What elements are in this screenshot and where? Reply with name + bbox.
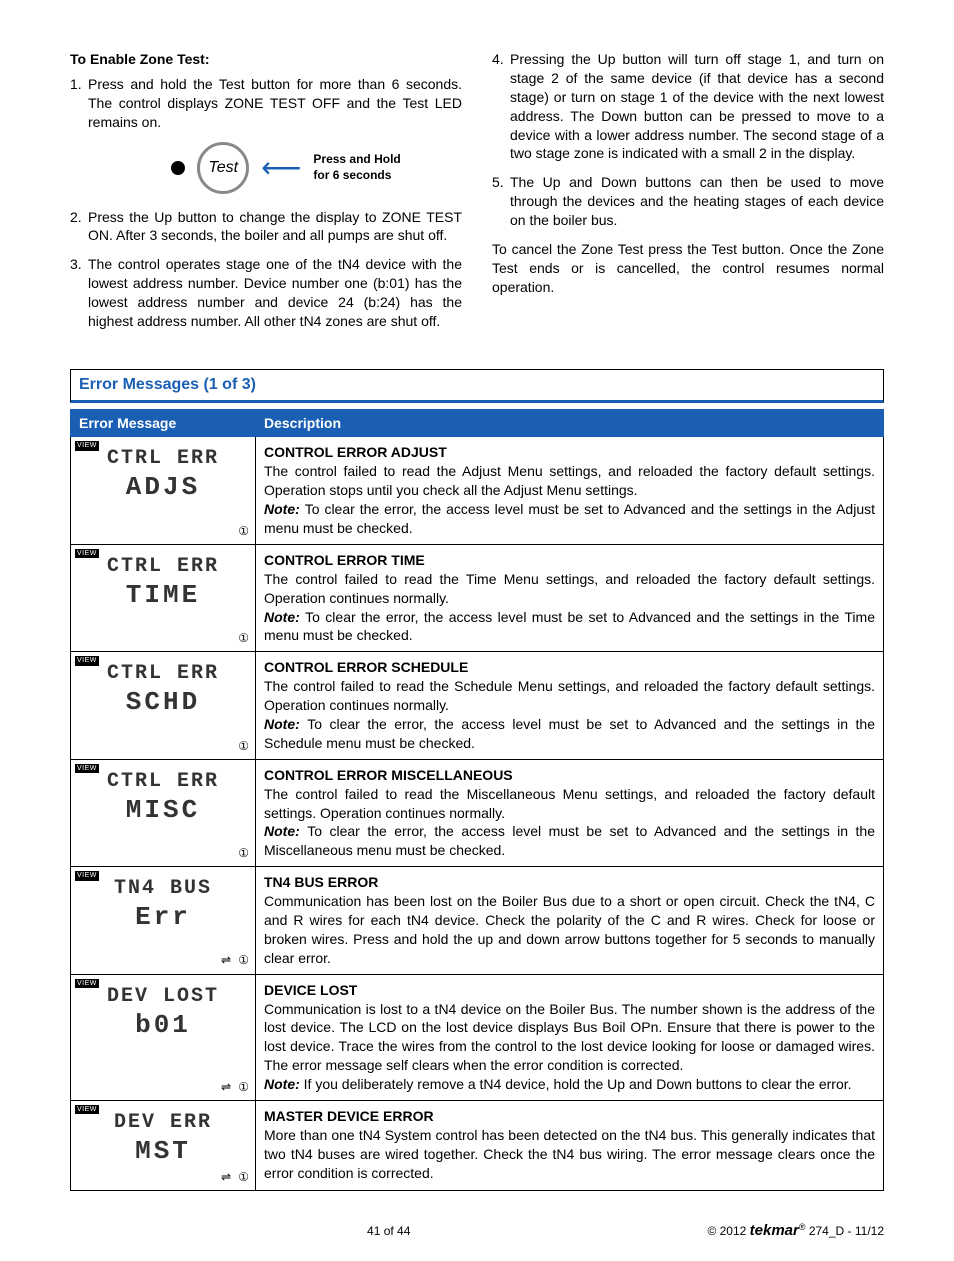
lcd-corner-icon: ① [238, 846, 249, 862]
error-section-bar: Error Messages (1 of 3) [70, 369, 884, 403]
table-row: VIEWDEV ERRMST⇌ ①MASTER DEVICE ERRORMore… [71, 1101, 884, 1191]
lcd-line1: DEV ERR [79, 1109, 247, 1136]
right-steps: 4. Pressing the Up button will turn off … [492, 50, 884, 230]
lcd-line2: SCHD [79, 685, 247, 720]
cancel-para: To cancel the Zone Test press the Test b… [492, 240, 884, 297]
arrow-left-icon: ⟵ [261, 154, 301, 182]
table-row: VIEWCTRL ERRMISC ① CONTROL ERROR MISCELLAN… [71, 759, 884, 866]
brand-logo: tekmar [750, 1222, 799, 1239]
error-title: MASTER DEVICE ERROR [264, 1107, 875, 1126]
registered-icon: ® [799, 1222, 806, 1232]
view-tag: VIEW [75, 764, 99, 773]
intro-columns: To Enable Zone Test: 1. Press and hold t… [70, 50, 884, 341]
error-title: DEVICE LOST [264, 981, 875, 1000]
desc-cell: MASTER DEVICE ERRORMore than one tN4 Sys… [256, 1101, 884, 1191]
lcd-line2: MISC [79, 793, 247, 828]
lcd-line1: CTRL ERR [79, 660, 247, 687]
right-column: 4. Pressing the Up button will turn off … [492, 50, 884, 341]
error-note: Note: To clear the error, the access lev… [264, 500, 875, 538]
lcd-cell: VIEWCTRL ERRMISC ① [71, 759, 256, 866]
lcd-corner-icon: ① [238, 524, 249, 540]
lcd-corner-icon: ① [238, 631, 249, 647]
lcd-line1: DEV LOST [79, 983, 247, 1010]
figure-label: Press and Hold for 6 seconds [313, 152, 400, 183]
table-row: VIEWCTRL ERRTIME ① CONTROL ERROR TIMEThe c… [71, 544, 884, 651]
lcd-cell: VIEWTN4 BUSErr ⇌ ① [71, 867, 256, 974]
lcd-cell: VIEWCTRL ERRTIME ① [71, 544, 256, 651]
step-1: 1. Press and hold the Test button for mo… [70, 75, 462, 132]
error-title: TN4 BUS ERROR [264, 873, 875, 892]
enable-zone-heading: To Enable Zone Test: [70, 50, 462, 69]
lcd-cell: VIEWDEV LOSTb01 ⇌ ① [71, 974, 256, 1100]
desc-cell: CONTROL ERROR TIMEThe control failed to … [256, 544, 884, 651]
lcd-line2: b01 [79, 1008, 247, 1043]
table-row: VIEWCTRL ERRADJS ① CONTROL ERROR ADJUSTThe… [71, 437, 884, 544]
test-button-figure: Test ⟵ Press and Hold for 6 seconds [110, 142, 462, 194]
table-row: VIEWDEV LOSTb01 ⇌ ① DEVICE LOSTCommunicati… [71, 974, 884, 1100]
led-dot-icon [171, 161, 185, 175]
lcd-cell: VIEWCTRL ERRSCHD ① [71, 652, 256, 759]
error-title: CONTROL ERROR ADJUST [264, 443, 875, 462]
lcd-line1: CTRL ERR [79, 445, 247, 472]
table-row: VIEWCTRL ERRSCHD ① CONTROL ERROR SCHEDULET… [71, 652, 884, 759]
lcd-line2: MST [79, 1134, 247, 1169]
error-table: Error Message Description VIEWCTRL ERRAD… [70, 409, 884, 1192]
desc-cell: CONTROL ERROR SCHEDULEThe control failed… [256, 652, 884, 759]
step-2: 2. Press the Up button to change the dis… [70, 208, 462, 246]
test-button-graphic: Test [197, 142, 249, 194]
lcd-corner-icon: ① [238, 739, 249, 755]
error-body: The control failed to read the Time Menu… [264, 570, 875, 608]
step-4: 4. Pressing the Up button will turn off … [492, 50, 884, 163]
error-body: The control failed to read the Adjust Me… [264, 462, 875, 500]
view-tag: VIEW [75, 441, 99, 450]
left-column: To Enable Zone Test: 1. Press and hold t… [70, 50, 462, 341]
lcd-corner-icon: ⇌ ① [221, 953, 249, 969]
error-body: Communication is lost to a tN4 device on… [264, 1000, 875, 1076]
lcd-line1: CTRL ERR [79, 553, 247, 580]
lcd-corner-icon: ⇌ ① [221, 1170, 249, 1186]
view-tag: VIEW [75, 1105, 99, 1114]
lcd-cell: VIEWDEV ERRMST⇌ ① [71, 1101, 256, 1191]
desc-cell: TN4 BUS ERRORCommunication has been lost… [256, 867, 884, 974]
view-tag: VIEW [75, 656, 99, 665]
error-note: Note: To clear the error, the access lev… [264, 715, 875, 753]
error-body: More than one tN4 System control has bee… [264, 1126, 875, 1183]
lcd-corner-icon: ⇌ ① [221, 1080, 249, 1096]
view-tag: VIEW [75, 979, 99, 988]
lcd-line1: TN4 BUS [79, 875, 247, 902]
desc-cell: DEVICE LOSTCommunication is lost to a tN… [256, 974, 884, 1100]
footer-right: © 2012 tekmar® 274_D - 11/12 [707, 1221, 884, 1241]
lcd-cell: VIEWCTRL ERRADJS ① [71, 437, 256, 544]
error-body: Communication has been lost on the Boile… [264, 892, 875, 968]
error-body: The control failed to read the Miscellan… [264, 785, 875, 823]
error-body: The control failed to read the Schedule … [264, 677, 875, 715]
lcd-line2: TIME [79, 578, 247, 613]
lcd-line2: Err [79, 900, 247, 935]
error-title: CONTROL ERROR TIME [264, 551, 875, 570]
desc-cell: CONTROL ERROR MISCELLANEOUSThe control f… [256, 759, 884, 866]
left-steps: 1. Press and hold the Test button for mo… [70, 75, 462, 132]
lcd-line1: CTRL ERR [79, 768, 247, 795]
page-number: 41 of 44 [367, 1223, 410, 1239]
step-5: 5. The Up and Down buttons can then be u… [492, 173, 884, 230]
col-header-error: Error Message [71, 409, 256, 437]
left-steps-cont: 2. Press the Up button to change the dis… [70, 208, 462, 331]
table-row: VIEWTN4 BUSErr ⇌ ① TN4 BUS ERRORCommunicat… [71, 867, 884, 974]
view-tag: VIEW [75, 549, 99, 558]
desc-cell: CONTROL ERROR ADJUSTThe control failed t… [256, 437, 884, 544]
error-title: CONTROL ERROR SCHEDULE [264, 658, 875, 677]
view-tag: VIEW [75, 871, 99, 880]
error-note: Note: To clear the error, the access lev… [264, 822, 875, 860]
error-note: Note: To clear the error, the access lev… [264, 608, 875, 646]
lcd-line2: ADJS [79, 470, 247, 505]
page-footer: 41 of 44 © 2012 tekmar® 274_D - 11/12 [70, 1221, 884, 1241]
error-title: CONTROL ERROR MISCELLANEOUS [264, 766, 875, 785]
col-header-desc: Description [256, 409, 884, 437]
step-3: 3. The control operates stage one of the… [70, 255, 462, 331]
error-note: Note: If you deliberately remove a tN4 d… [264, 1075, 875, 1094]
